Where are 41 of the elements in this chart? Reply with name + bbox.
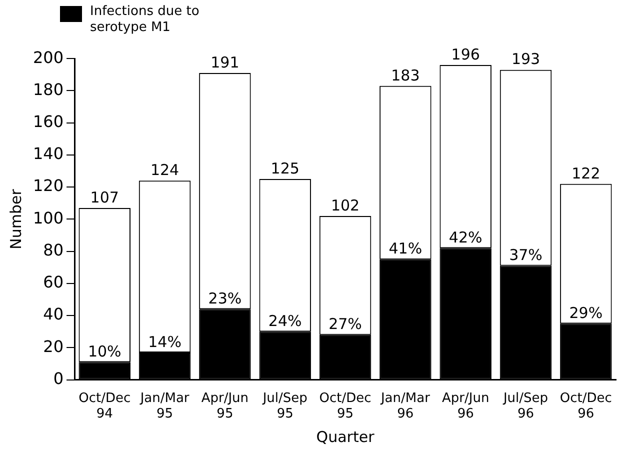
- total-label: 122: [572, 164, 600, 182]
- x-tick-label: Oct/Dec 94: [78, 390, 131, 422]
- y-tick-label: 0: [53, 368, 64, 388]
- x-tick-label: Jul/Sep 96: [502, 390, 548, 422]
- y-tick-label: 100: [32, 208, 64, 228]
- total-label: 125: [270, 159, 300, 178]
- y-tick-label: 20: [43, 336, 64, 356]
- total-label: 124: [150, 161, 180, 180]
- y-tick-label: 160: [32, 112, 64, 131]
- x-tick-label: Jul/Sep 95: [262, 390, 308, 422]
- x-axis-title: Quarter: [316, 428, 376, 446]
- y-tick-label: 180: [32, 80, 64, 99]
- x-tick-label: Oct/Dec 95: [319, 390, 372, 422]
- legend-label: Infections due to serotype M1: [90, 4, 200, 36]
- x-tick-label: Jan/Mar 96: [380, 390, 431, 422]
- total-label: 191: [210, 53, 240, 72]
- y-tick-label: 60: [43, 272, 64, 292]
- x-tick-label: Apr/Jun 96: [442, 390, 490, 422]
- total-label: 107: [90, 188, 119, 206]
- annotation: 23%: [208, 290, 242, 308]
- annotation: 41%: [388, 240, 422, 258]
- y-tick-label: 40: [43, 304, 64, 324]
- total-label: 196: [451, 45, 480, 64]
- y-tick-label: 200: [32, 48, 64, 67]
- y-tick-label: 120: [32, 176, 64, 196]
- annotation: 27%: [328, 315, 362, 334]
- annotation: 24%: [268, 312, 302, 330]
- total-label: 183: [391, 66, 420, 84]
- x-tick-label: Apr/Jun 95: [201, 390, 249, 422]
- total-label: 193: [511, 50, 540, 68]
- y-tick-label: 140: [32, 144, 64, 164]
- annotation: 14%: [148, 332, 182, 351]
- annotation: 42%: [448, 228, 482, 246]
- annotation: 10%: [88, 342, 122, 361]
- y-axis-title: Number: [6, 188, 25, 250]
- x-tick-label: Jan/Mar 95: [139, 390, 190, 422]
- annotation: 37%: [509, 246, 542, 264]
- x-tick-label: Oct/Dec 96: [560, 390, 612, 422]
- total-label: 102: [330, 196, 360, 214]
- y-tick-label: 80: [43, 240, 64, 260]
- annotation: 29%: [569, 304, 603, 322]
